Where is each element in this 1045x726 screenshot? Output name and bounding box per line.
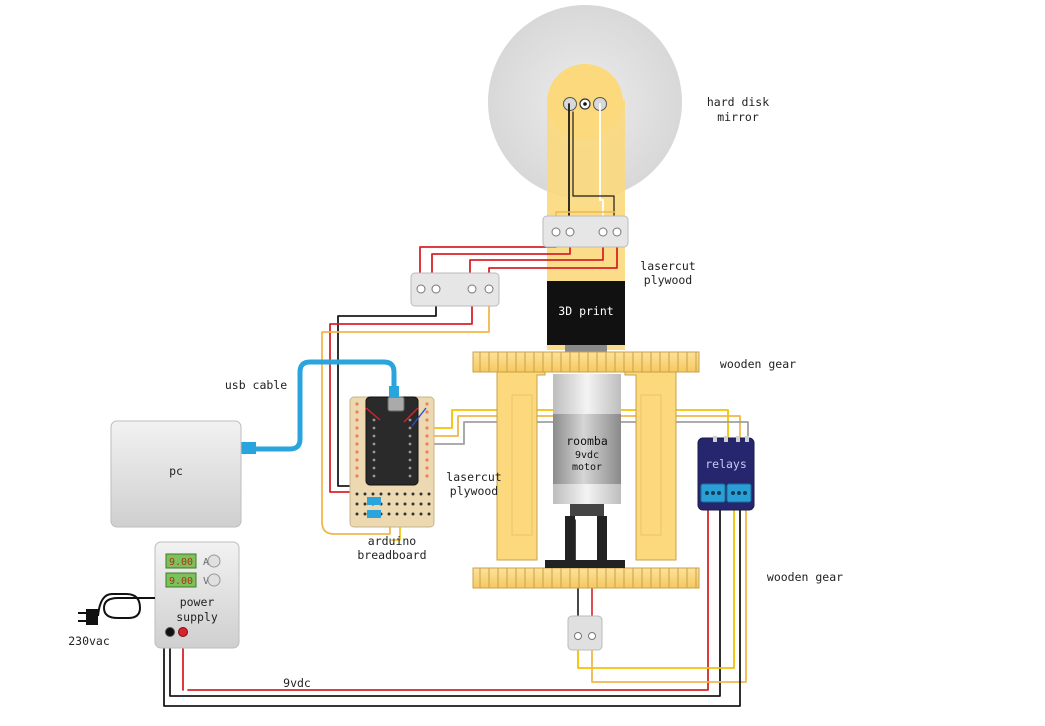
relay-board: relays — [697, 436, 755, 511]
top-connector — [542, 215, 629, 248]
arduino-label-line2: breadboard — [357, 548, 426, 562]
middle-connector — [410, 272, 500, 307]
psu-unit-a: A — [203, 557, 209, 568]
wire-red-arduino — [329, 295, 473, 493]
wire-hub-white — [599, 103, 604, 229]
wire-orange-relay — [417, 415, 741, 441]
roomba-label-line1: roomba — [566, 434, 608, 448]
relays-label: relays — [705, 457, 747, 471]
psu-unit-v: V — [203, 576, 209, 587]
pc-label: pc — [169, 464, 183, 478]
wire-orange-arduino — [321, 295, 490, 535]
3d-print-block: 3D print — [547, 281, 625, 345]
usb-cable — [239, 359, 397, 452]
wire-white-arduino — [399, 295, 422, 396]
psu-knob-v[interactable] — [207, 573, 221, 587]
lasercut-top-label-line2: plywood — [644, 273, 692, 287]
motor-frame — [472, 351, 700, 589]
wire-orange-motor — [591, 505, 747, 683]
psu-label-line2: supply — [176, 610, 218, 624]
psu-knob-a[interactable] — [207, 554, 221, 568]
shaft-coupler — [565, 345, 607, 354]
wire-black-power — [169, 505, 721, 697]
roomba-label-line3: motor — [572, 462, 602, 473]
wire-black-ground — [163, 505, 741, 707]
roomba-label-line2: 9vdc — [575, 450, 599, 461]
wire-black-arduino — [337, 295, 437, 487]
psu-display-v — [165, 572, 197, 588]
psu-display-a — [165, 553, 197, 569]
psu-terminal-black — [165, 627, 175, 637]
wire-red-power — [187, 505, 709, 691]
motor-connector — [567, 615, 603, 651]
hard-disk-label-line2: mirror — [717, 110, 759, 124]
mains-label: 230vac — [68, 634, 110, 648]
arduino-breadboard — [349, 396, 435, 528]
usb-cable-label: usb cable — [225, 378, 287, 392]
hard-disk-label-line1: hard disk — [707, 95, 769, 109]
wooden-gear-bottom-label: wooden gear — [767, 570, 843, 584]
power-supply: 9.00 A 9.00 V power supply — [154, 541, 240, 649]
mains-plug-icon — [78, 609, 98, 625]
wire-grey-relay — [417, 421, 749, 445]
mains-cable — [97, 593, 155, 619]
3d-print-label: 3D print — [558, 304, 613, 318]
usb-plug-pc — [238, 442, 256, 454]
usb-plug-arduino — [389, 386, 399, 398]
psu-display-a-value: 9.00 — [169, 557, 193, 568]
pc: pc — [110, 420, 242, 528]
arduino-label-line1: arduino — [368, 534, 417, 548]
wire-yellow-relay — [417, 409, 729, 441]
psu-label-line1: power — [180, 595, 215, 609]
roomba-motor: roomba 9vdc motor — [545, 374, 625, 568]
wooden-gear-top-label: wooden gear — [720, 357, 796, 371]
supply-voltage-label: 9vdc — [283, 676, 311, 690]
lasercut-top-label-line1: lasercut — [640, 259, 695, 273]
psu-display-v-value: 9.00 — [169, 576, 193, 587]
lasercut-mid-label-line2: plywood — [450, 484, 498, 498]
psu-terminal-red — [178, 627, 188, 637]
lasercut-mid-label-line1: lasercut — [446, 470, 501, 484]
wire-yellow-motor — [577, 505, 735, 669]
